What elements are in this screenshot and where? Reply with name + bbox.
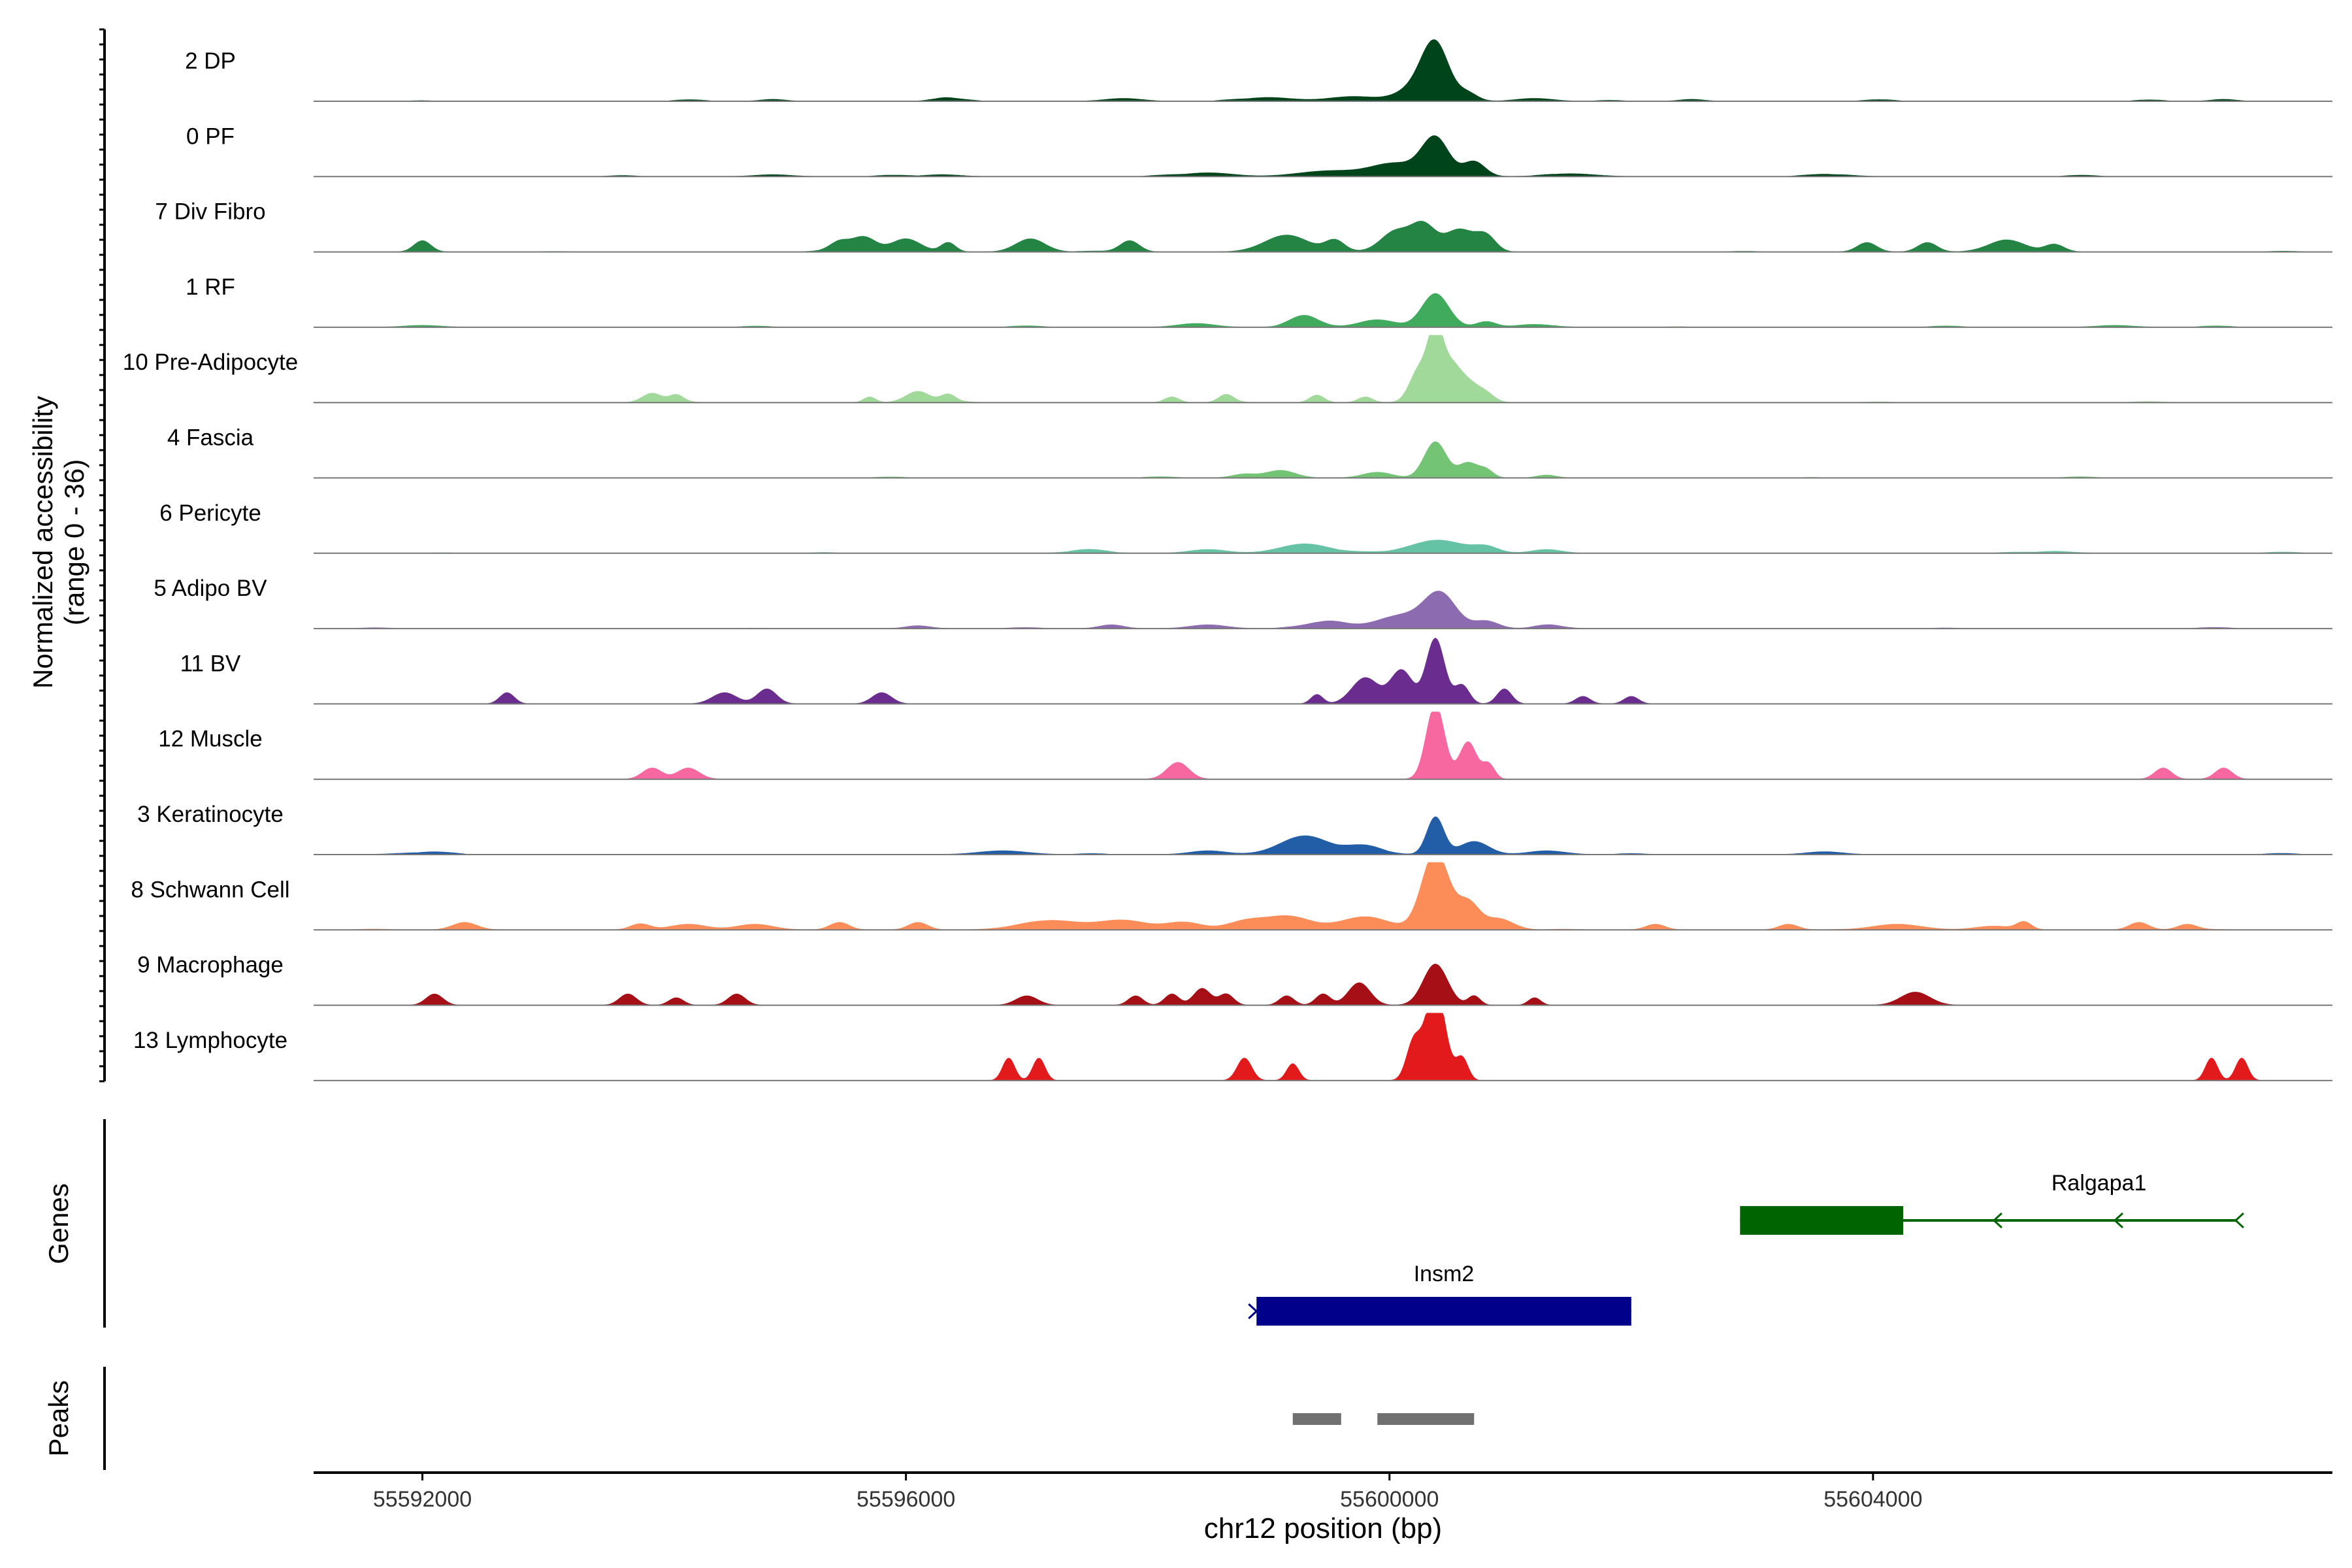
coverage-area: [314, 638, 2332, 704]
strand-arrow: [2234, 1212, 2244, 1229]
track-label: 8 Schwann Cell: [131, 877, 289, 902]
gene: Insm2: [1248, 1262, 1631, 1326]
coverage-area: [314, 591, 2332, 629]
coverage-area: [314, 711, 2332, 780]
y-axis-title-line1: Normalized accessibility: [27, 396, 58, 689]
coverage-y-axis: [99, 28, 106, 1083]
track-label: 4 Fascia: [167, 425, 254, 451]
peak-region: [1377, 1413, 1475, 1425]
track-label: 11 BV: [180, 651, 241, 676]
y-axis-title: Normalized accessibility (range 0 - 36): [27, 396, 90, 689]
track-label: 1 RF: [186, 274, 235, 300]
track: 13 Lymphocyte: [133, 1013, 2332, 1081]
track: 5 Adipo BV: [154, 576, 2332, 630]
strand-arrow: [1992, 1212, 2002, 1229]
coverage-area: [314, 293, 2332, 328]
coverage-area: [314, 1013, 2332, 1081]
track: 7 Div Fibro: [155, 199, 2332, 253]
gene-exon: [1256, 1297, 1631, 1326]
y-axis-title-line2: (range 0 - 36): [59, 459, 90, 625]
coverage-area: [314, 540, 2332, 554]
track: 0 PF: [186, 123, 2332, 178]
track-label: 9 Macrophage: [137, 953, 284, 978]
x-axis: 55592000 55596000 55600000 55604000 chr12 p…: [314, 1471, 2332, 1544]
genes-panel-label: Genes: [43, 1183, 74, 1264]
gene-label: Ralgapa1: [2051, 1171, 2147, 1196]
track: 1 RF: [186, 274, 2332, 328]
x-tick-label: 55596000: [857, 1487, 955, 1512]
track-label: 10 Pre-Adipocyte: [123, 350, 298, 375]
track-label: 7 Div Fibro: [155, 199, 265, 225]
coverage-area: [314, 39, 2332, 102]
track-label: 6 Pericyte: [159, 500, 261, 526]
x-tick-label: 55592000: [373, 1487, 472, 1512]
track: 3 Keratinocyte: [137, 802, 2332, 855]
gene-exon: [1740, 1206, 1904, 1235]
track-label: 13 Lymphocyte: [133, 1028, 287, 1053]
track: 11 BV: [180, 638, 2332, 705]
track: 8 Schwann Cell: [131, 862, 2332, 931]
track: 4 Fascia: [167, 425, 2333, 479]
x-tick-label: 55604000: [1823, 1487, 1922, 1512]
coverage-area: [314, 441, 2333, 478]
x-axis-ticks: 55592000 55596000 55600000 55604000: [373, 1473, 1923, 1512]
gene-label: Insm2: [1414, 1262, 1475, 1286]
track: 12 Muscle: [158, 711, 2332, 780]
strand-arrow: [2113, 1212, 2123, 1229]
track: 6 Pericyte: [159, 500, 2332, 554]
gene: Ralgapa1: [1740, 1171, 2244, 1235]
track-label: 2 DP: [185, 48, 236, 74]
coverage-tracks: 2 DP 0 PF 7 Div Fibro 1 RF 10 Pre-Adipocyte 4…: [123, 39, 2333, 1081]
track-label: 12 Muscle: [158, 727, 263, 752]
x-axis-title: chr12 position (bp): [1204, 1512, 1442, 1544]
gene-annotations: Ralgapa1 Insm2: [1248, 1171, 2244, 1326]
track-label: 5 Adipo BV: [154, 576, 267, 601]
track-label: 3 Keratinocyte: [137, 802, 284, 827]
track: 9 Macrophage: [137, 953, 2332, 1006]
coverage-area: [314, 816, 2332, 855]
coverage-area: [314, 221, 2332, 253]
peaks-panel: Peaks: [43, 1367, 1475, 1470]
coverage-area: [314, 964, 2332, 1006]
track-label: 0 PF: [186, 123, 235, 149]
peak-region: [1292, 1413, 1341, 1425]
x-tick-label: 55600000: [1340, 1487, 1439, 1512]
coverage-area: [314, 135, 2332, 177]
coverage-area: [313, 335, 2332, 403]
track: 2 DP: [185, 39, 2332, 102]
track: 10 Pre-Adipocyte: [123, 335, 2332, 404]
coverage-area: [314, 862, 2332, 930]
genes-panel: Genes Ralgapa1 Insm2: [43, 1119, 2244, 1328]
peaks-panel-label: Peaks: [43, 1380, 74, 1457]
strand-arrow: [1248, 1303, 1258, 1320]
peak-regions: [1292, 1413, 1475, 1425]
